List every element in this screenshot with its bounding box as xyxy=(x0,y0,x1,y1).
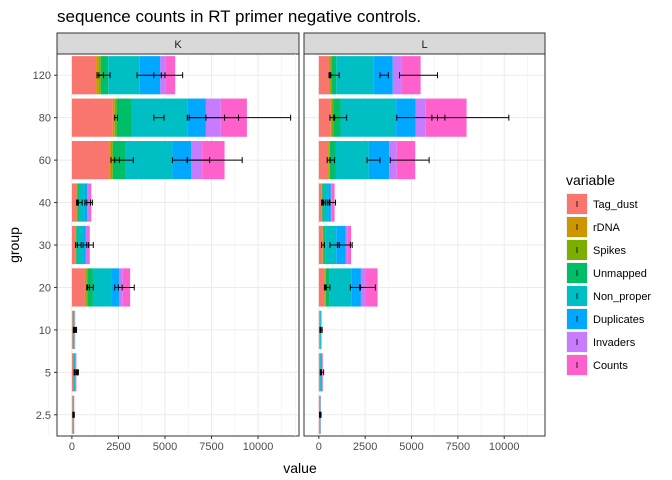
legend-item-Duplicates: Duplicates xyxy=(566,308,645,330)
legend-item-Unmapped: Unmapped xyxy=(566,262,647,284)
legend-label-Unmapped: Unmapped xyxy=(593,268,647,280)
legend-label-Non_proper: Non_proper xyxy=(593,291,651,303)
x-tick-label: 5000 xyxy=(399,441,423,453)
legend-item-Counts: Counts xyxy=(566,354,628,376)
bar-Non_proper xyxy=(329,268,352,307)
bar-Tag_dust xyxy=(318,310,320,349)
legend-label-Spikes: Spikes xyxy=(593,245,627,257)
legend-item-Tag_dust: Tag_dust xyxy=(566,193,638,215)
bar-Tag_dust xyxy=(318,225,323,265)
plot-layer: K 0 2500 5000 7500 10000 L 0 2500 5000 7500 10000 2.… xyxy=(33,32,546,453)
bar-rDNA xyxy=(112,98,115,137)
y-tick-label: 60 xyxy=(39,155,51,167)
chart-title: sequence counts in RT primer negative co… xyxy=(57,7,421,26)
x-tick-label: 2500 xyxy=(353,441,377,453)
bar-Non_proper xyxy=(92,268,112,307)
bar-rDNA xyxy=(109,141,111,180)
legend-label-Counts: Counts xyxy=(593,360,628,372)
y-tick-label: 40 xyxy=(39,198,51,210)
bar-Non_proper xyxy=(336,56,374,95)
y-tick-label: 20 xyxy=(39,282,51,294)
x-tick-label: 7500 xyxy=(446,441,470,453)
legend-item-Non_proper: Non_proper xyxy=(566,285,651,307)
bar-Tag_dust xyxy=(71,98,113,137)
panel-K: K 0 2500 5000 7500 10000 xyxy=(48,32,300,453)
bar-Tag_dust xyxy=(71,310,73,349)
bar-Tag_dust xyxy=(71,141,110,180)
strip-K xyxy=(56,32,300,55)
bar-Tag_dust xyxy=(71,183,77,222)
bar-Non_proper xyxy=(340,98,397,137)
y-tick-label: 120 xyxy=(33,70,51,82)
panel-L: L 0 2500 5000 7500 10000 xyxy=(295,32,546,453)
y-tick-label: 80 xyxy=(39,113,51,125)
legend: Tag_dust rDNA Spikes Unmapped Non_proper Dupl… xyxy=(566,193,651,376)
legend-label-Tag_dust: Tag_dust xyxy=(593,199,638,211)
bar-Tag_dust xyxy=(71,268,85,307)
legend-label-rDNA: rDNA xyxy=(593,222,621,234)
bar-Tag_dust xyxy=(71,353,74,392)
legend-label-Duplicates: Duplicates xyxy=(593,314,645,326)
bar-Tag_dust xyxy=(71,225,76,265)
strip-label-L: L xyxy=(421,39,427,51)
bar-Tag_dust xyxy=(318,141,329,180)
legend-item-Spikes: Spikes xyxy=(566,239,627,261)
bar-Unmapped xyxy=(116,98,132,137)
x-axis-title: value xyxy=(283,460,317,476)
x-tick-label: 10000 xyxy=(489,441,520,453)
y-tick-label: 30 xyxy=(39,240,51,252)
bar-Tag_dust xyxy=(318,56,330,95)
bar-Tag_dust xyxy=(318,268,325,307)
bar-Tag_dust xyxy=(71,56,97,95)
legend-item-rDNA: rDNA xyxy=(566,216,621,238)
bar-Tag_dust xyxy=(71,395,73,434)
x-tick-label: 5000 xyxy=(153,441,177,453)
x-tick-label: 10000 xyxy=(243,441,274,453)
bar-Invaders xyxy=(392,56,402,95)
bar-Tag_dust xyxy=(318,353,320,392)
x-tick-label: 0 xyxy=(69,441,75,453)
legend-title: variable xyxy=(566,172,615,188)
y-tick-label: 5 xyxy=(45,367,51,379)
bar-Tag_dust xyxy=(318,98,331,137)
x-tick-label: 0 xyxy=(316,441,322,453)
legend-item-Invaders: Invaders xyxy=(566,331,636,353)
strip-L xyxy=(303,32,546,55)
bar-Non_proper xyxy=(108,56,140,95)
x-tick-label: 2500 xyxy=(106,441,130,453)
x-tick-label: 7500 xyxy=(199,441,223,453)
y-tick-label: 10 xyxy=(39,325,51,337)
legend-label-Invaders: Invaders xyxy=(593,337,636,349)
bar-Tag_dust xyxy=(318,183,322,222)
bar-Non_proper xyxy=(335,141,369,180)
strip-label-K: K xyxy=(174,39,182,51)
y-axis-title: group xyxy=(6,227,22,263)
bar-rDNA xyxy=(84,268,87,307)
y-tick-label: 2.5 xyxy=(36,410,51,422)
